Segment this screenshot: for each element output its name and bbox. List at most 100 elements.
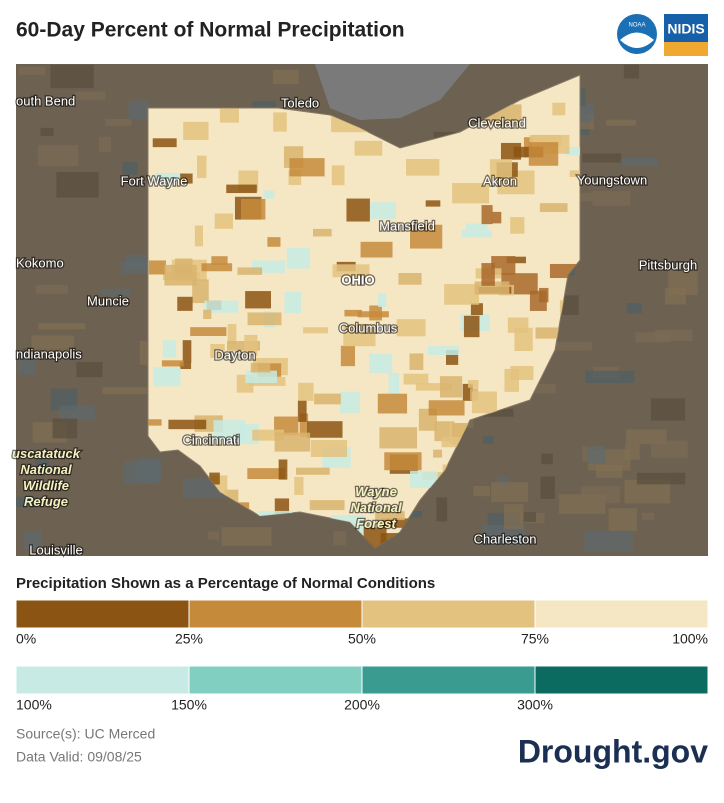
precip-patch bbox=[461, 230, 492, 238]
precip-patch bbox=[344, 309, 362, 317]
texture bbox=[592, 191, 631, 206]
precip-patch bbox=[379, 427, 418, 449]
precip-patch bbox=[299, 413, 309, 437]
nidis-band bbox=[664, 42, 708, 56]
texture bbox=[221, 527, 272, 546]
precip-patch bbox=[227, 324, 237, 344]
precip-patch bbox=[528, 142, 559, 166]
place-label: uscatatuck National Wildlife Refuge bbox=[12, 446, 81, 509]
texture bbox=[102, 387, 149, 395]
precip-patch bbox=[331, 165, 345, 186]
precip-patch bbox=[227, 340, 261, 351]
legend-label: 100% bbox=[16, 697, 52, 713]
precip-patch bbox=[296, 467, 330, 475]
texture bbox=[56, 172, 99, 198]
texture bbox=[570, 192, 593, 202]
precip-patch bbox=[177, 296, 193, 311]
precip-patch bbox=[298, 382, 314, 401]
precip-patch bbox=[307, 421, 343, 438]
place-label: Cincinnati bbox=[182, 432, 239, 447]
texture bbox=[23, 530, 42, 550]
precip-patch bbox=[152, 138, 177, 148]
legend-swatch bbox=[15, 599, 190, 629]
precip-patch bbox=[444, 284, 480, 305]
texture bbox=[105, 119, 132, 126]
precip-patch bbox=[274, 432, 311, 452]
precip-patch bbox=[161, 360, 184, 367]
texture bbox=[50, 388, 78, 411]
nidis-text: NIDIS bbox=[667, 21, 704, 37]
precip-patch bbox=[463, 315, 480, 338]
place-label: Fort Wayne bbox=[121, 173, 188, 188]
legend-swatch bbox=[15, 665, 190, 695]
precip-patch bbox=[258, 510, 293, 518]
texture bbox=[40, 127, 54, 137]
precip-patch bbox=[180, 173, 193, 184]
legend-title: Precipitation Shown as a Percentage of N… bbox=[16, 575, 435, 592]
precip-patch bbox=[369, 202, 396, 219]
texture bbox=[128, 100, 150, 120]
precip-patch bbox=[433, 449, 443, 458]
precip-patch bbox=[343, 323, 376, 347]
precip-patch bbox=[439, 376, 463, 398]
texture bbox=[272, 69, 299, 85]
texture bbox=[623, 64, 640, 79]
precip-patch bbox=[210, 343, 225, 359]
texture bbox=[503, 504, 524, 530]
precip-patch bbox=[410, 470, 438, 488]
precip-patch bbox=[514, 327, 533, 352]
precip-patch bbox=[569, 170, 580, 178]
precip-patch bbox=[441, 436, 468, 448]
precip-patch bbox=[405, 158, 440, 176]
legend-label: 200% bbox=[344, 697, 380, 713]
place-label: Toledo bbox=[281, 95, 319, 110]
precip-patch bbox=[244, 334, 258, 357]
precip-patch bbox=[332, 264, 370, 278]
precip-patch bbox=[504, 368, 520, 392]
texture bbox=[584, 530, 633, 552]
precip-patch bbox=[245, 291, 272, 309]
texture bbox=[122, 162, 138, 175]
precip-patch bbox=[286, 247, 311, 269]
precip-patch bbox=[470, 303, 483, 316]
precip-patch bbox=[155, 173, 189, 181]
place-label: Dayton bbox=[214, 347, 255, 362]
precip-patch bbox=[194, 225, 203, 247]
texture bbox=[120, 261, 159, 274]
precip-patch bbox=[297, 400, 307, 422]
texture bbox=[596, 464, 623, 478]
texture bbox=[482, 525, 526, 545]
precip-patch bbox=[148, 260, 166, 275]
texture bbox=[479, 408, 514, 417]
texture bbox=[650, 398, 686, 421]
precip-patch bbox=[467, 380, 479, 388]
place-label: Wayne National Forest bbox=[350, 484, 402, 531]
legend-swatch bbox=[361, 599, 536, 629]
legend-label: 50% bbox=[348, 631, 376, 647]
texture bbox=[587, 446, 606, 464]
precip-patch bbox=[388, 372, 400, 396]
precip-patch bbox=[552, 102, 566, 116]
noaa-wave bbox=[620, 32, 654, 48]
place-label: outh Bend bbox=[16, 93, 75, 108]
precip-patch bbox=[190, 327, 227, 337]
precip-patch bbox=[203, 309, 212, 319]
legend-swatch bbox=[188, 665, 363, 695]
precip-patch bbox=[396, 319, 426, 337]
precip-patch bbox=[240, 198, 266, 220]
map: outh Bend Toledo Cleveland Fort Wayne Akron Y… bbox=[11, 64, 708, 559]
precip-patch bbox=[214, 213, 233, 229]
precip-patch bbox=[535, 327, 559, 339]
legend-swatch bbox=[361, 665, 536, 695]
precip-patch bbox=[164, 264, 197, 286]
precip-patch bbox=[539, 203, 568, 213]
precip-patch bbox=[375, 511, 405, 521]
texture bbox=[491, 482, 528, 502]
precip-patch bbox=[565, 147, 580, 156]
texture bbox=[551, 342, 592, 351]
precip-patch bbox=[403, 373, 429, 385]
texture bbox=[624, 479, 671, 504]
precip-patch bbox=[481, 263, 495, 286]
precip-patch bbox=[213, 420, 246, 441]
precip-patch bbox=[196, 155, 207, 179]
